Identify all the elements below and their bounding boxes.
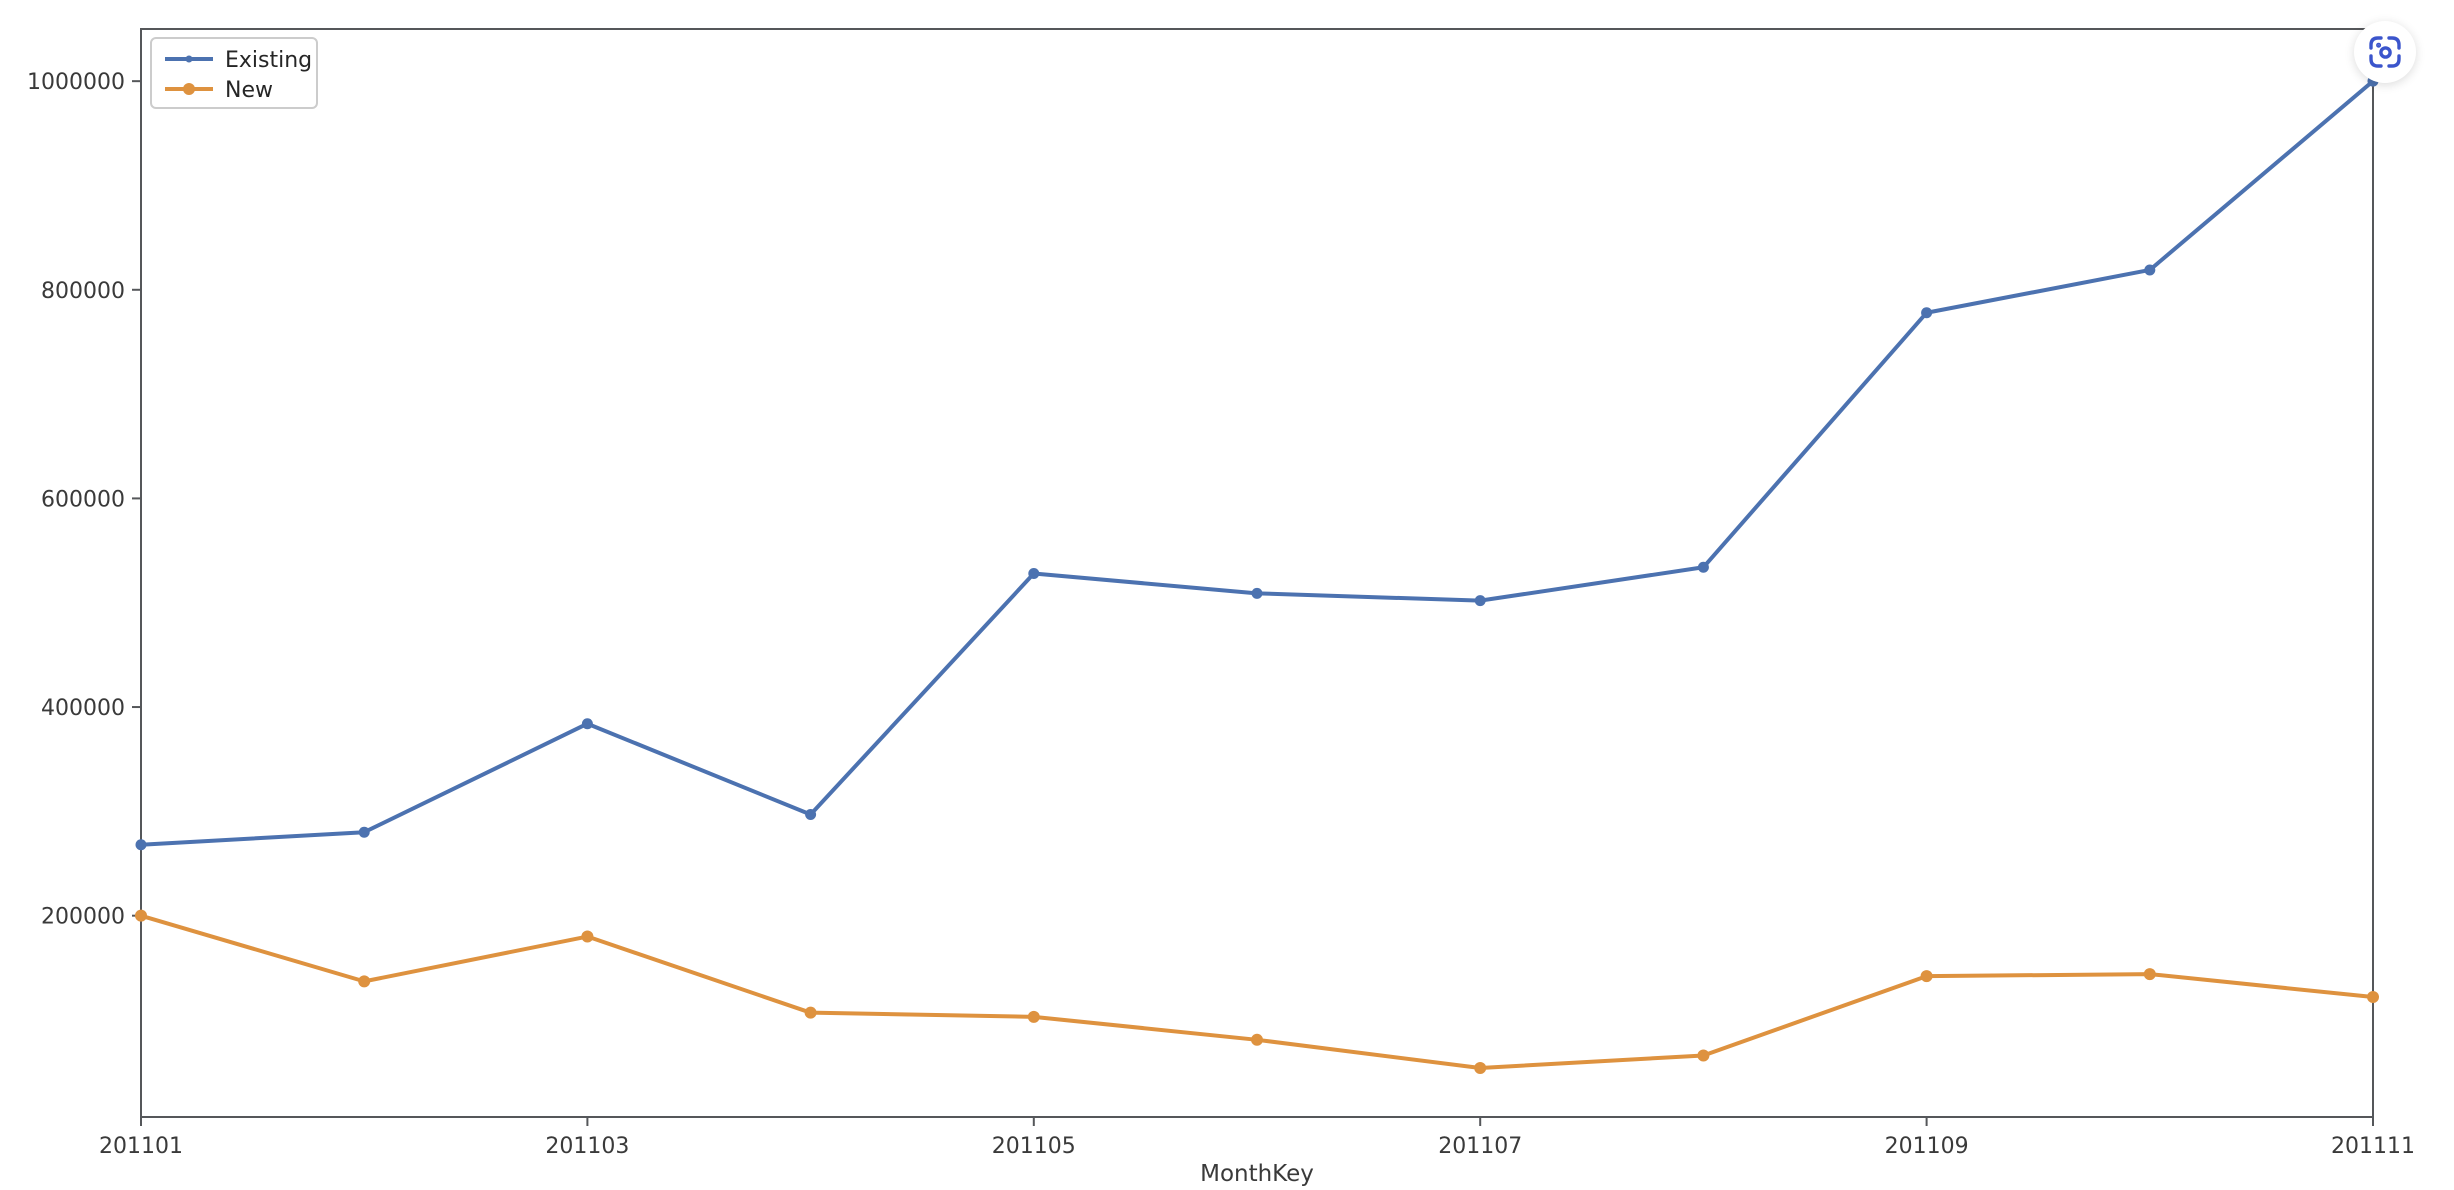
screenshot-region-icon [2369, 36, 2401, 68]
x-tick-label: 201101 [99, 1134, 183, 1159]
x-tick-label: 201105 [992, 1134, 1076, 1159]
data-point-existing-201107 [1474, 595, 1486, 607]
data-point-new-201102 [358, 975, 371, 988]
data-point-existing-201110 [2144, 264, 2156, 276]
y-tick-label: 200000 [41, 905, 125, 930]
legend-marker-new [183, 83, 195, 95]
data-point-existing-201109 [1921, 307, 1933, 319]
legend: Existing New [150, 37, 318, 109]
x-tick-label: 201109 [1885, 1134, 1969, 1159]
data-point-existing-201102 [358, 826, 370, 838]
data-point-new-201104 [804, 1006, 817, 1019]
plot-frame [140, 28, 2374, 1118]
data-point-new-201110 [2143, 968, 2156, 981]
y-tick-label: 600000 [41, 487, 125, 512]
data-point-existing-201106 [1251, 587, 1263, 599]
x-tick-label: 201107 [1438, 1134, 1522, 1159]
data-point-existing-201104 [805, 808, 817, 820]
data-point-new-201103 [581, 930, 594, 943]
legend-label-existing: Existing [225, 48, 312, 73]
screenshot-capture-button[interactable] [2354, 21, 2416, 83]
x-tick-label: 201111 [2331, 1134, 2415, 1159]
data-point-existing-201101 [135, 839, 147, 851]
x-axis-title: MonthKey [1200, 1161, 1314, 1187]
y-tick-label: 800000 [41, 279, 125, 304]
series-line-existing [139, 79, 2375, 847]
data-point-existing-201108 [1697, 561, 1709, 573]
data-point-new-201107 [1474, 1061, 1487, 1074]
data-point-new-201108 [1697, 1049, 1710, 1062]
data-point-new-201106 [1251, 1033, 1263, 1046]
data-point-new-201101 [135, 909, 147, 922]
legend-label-new: New [225, 78, 273, 103]
data-point-existing-201105 [1028, 568, 1040, 580]
y-tick-label: 400000 [41, 696, 125, 721]
data-point-existing-201103 [581, 718, 593, 730]
data-point-new-201111 [2367, 991, 2379, 1004]
data-point-new-201109 [1920, 970, 1933, 983]
x-tick-label: 201103 [545, 1134, 629, 1159]
legend-marker-existing [185, 55, 193, 63]
data-point-new-201105 [1027, 1010, 1040, 1023]
y-tick-label: 1000000 [27, 70, 125, 95]
